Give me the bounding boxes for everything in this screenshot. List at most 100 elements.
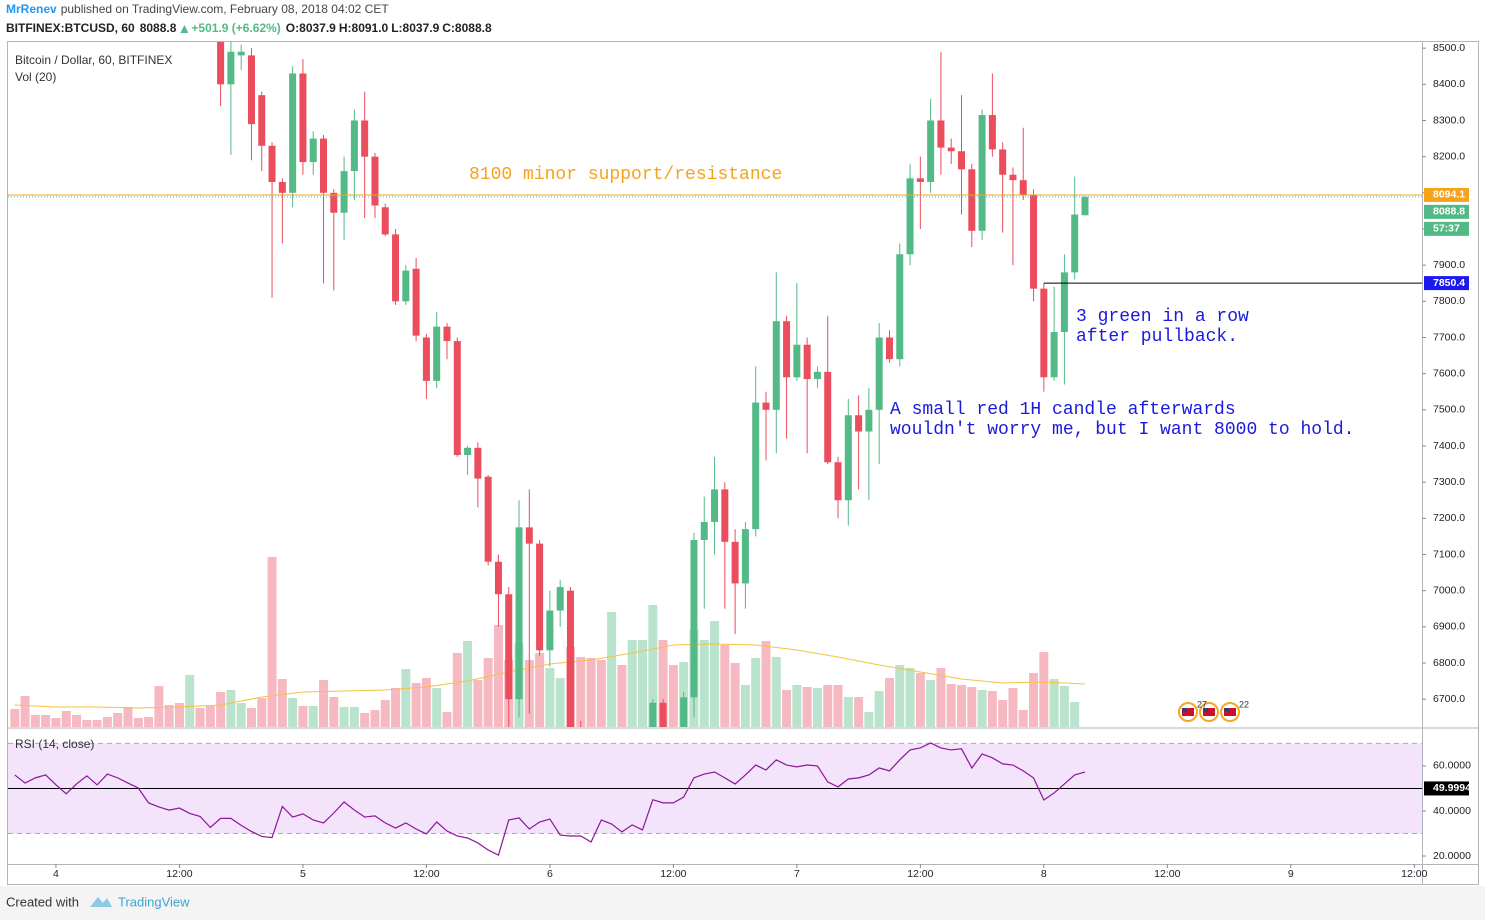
volume-bar xyxy=(1070,702,1080,727)
volume-bar xyxy=(823,685,833,727)
candle-body xyxy=(1050,332,1058,378)
volume-bar xyxy=(720,645,730,727)
candle-body xyxy=(546,610,554,651)
candle-body xyxy=(453,341,461,456)
volume-bar xyxy=(113,713,123,727)
candle-body xyxy=(350,120,358,172)
volume-bar xyxy=(339,707,349,727)
volume-bar xyxy=(246,708,256,727)
volume-bar xyxy=(72,715,82,727)
x-tick-label: 12:00 xyxy=(907,868,933,880)
candle-body xyxy=(474,447,482,479)
volume-bar xyxy=(102,717,112,727)
y-tick-label: 8300.0 xyxy=(1433,114,1465,126)
candle-body xyxy=(885,337,893,360)
candle-body xyxy=(700,521,708,541)
candle-body xyxy=(1009,174,1017,181)
volume-bar xyxy=(349,707,359,727)
price-tag-bg xyxy=(1424,187,1469,202)
candle-body xyxy=(947,147,955,152)
chart-frame xyxy=(7,41,1479,885)
volume-bar xyxy=(761,641,771,727)
volume-bar xyxy=(854,697,864,727)
candle-body xyxy=(268,145,276,182)
volume-bar xyxy=(915,673,925,727)
volume-bar xyxy=(936,668,946,727)
volume-bar xyxy=(1018,710,1028,727)
candle-body xyxy=(464,447,472,456)
y-tick-label: 7900.0 xyxy=(1433,259,1465,271)
candle-body xyxy=(927,120,935,182)
volume-bar xyxy=(638,640,648,727)
candle-body xyxy=(906,178,914,255)
volume-bar xyxy=(30,715,40,727)
volume-bar xyxy=(905,668,915,727)
volume-bar xyxy=(668,665,678,727)
volume-bar xyxy=(205,706,215,727)
ohlc-label: O: xyxy=(286,21,299,35)
series-title: Bitcoin / Dollar, 60, BITFINEX xyxy=(15,53,172,67)
rsi-level-tag-bg xyxy=(1424,781,1469,796)
volume-bar xyxy=(133,718,143,727)
candle-body xyxy=(896,254,904,360)
volume-bar xyxy=(442,712,452,727)
candle-body xyxy=(505,594,513,700)
volume-bar xyxy=(792,685,802,727)
y-tick-label: 7300.0 xyxy=(1433,476,1465,488)
candle-body xyxy=(690,540,698,698)
price: 8088.8 xyxy=(140,21,177,35)
event-count: 27 xyxy=(1197,699,1207,709)
candle-body xyxy=(422,337,430,381)
candle-body xyxy=(525,527,533,544)
rsi-tick-label: 60.0000 xyxy=(1433,760,1471,772)
candle-body xyxy=(752,402,760,530)
flag xyxy=(1203,708,1208,712)
logo xyxy=(90,897,112,907)
volume-bar xyxy=(977,690,987,727)
footer-created: Created with xyxy=(6,894,79,909)
x-tick-label: 12:00 xyxy=(660,868,686,880)
candle-body xyxy=(443,326,451,342)
candle-body xyxy=(217,42,225,85)
volume-bar xyxy=(164,705,174,727)
y-tick-label: 6700.0 xyxy=(1433,693,1465,705)
overlay: MrRenev published on TradingView.com, Feb… xyxy=(6,2,1471,880)
volume-bar xyxy=(607,612,617,727)
candle-body xyxy=(1030,194,1038,289)
y-tick-label: 7800.0 xyxy=(1433,295,1465,307)
candle-body xyxy=(659,702,667,727)
event-icons: 27 22 xyxy=(1178,699,1249,722)
volume-bar xyxy=(308,706,318,727)
volume-bar xyxy=(154,686,164,727)
price-tag: 8094.1 xyxy=(1433,189,1465,201)
volume-bar xyxy=(144,717,154,727)
volume-bar xyxy=(987,691,997,727)
candle-body xyxy=(536,543,544,651)
footer-brand: TradingView xyxy=(118,894,190,909)
volume-bar xyxy=(967,687,977,727)
volume-bar xyxy=(51,718,61,727)
y-tick-label: 7600.0 xyxy=(1433,367,1465,379)
y-tick-label: 7000.0 xyxy=(1433,584,1465,596)
y-tick-label: 6900.0 xyxy=(1433,621,1465,633)
volume-bar xyxy=(730,663,740,727)
ohlc-value: 8088.8 xyxy=(455,21,492,35)
ohlc-value: 8037.9 xyxy=(403,21,440,35)
volume-bar xyxy=(391,688,401,727)
candle-body xyxy=(278,181,286,193)
volume-bar xyxy=(586,658,596,727)
candle-body xyxy=(1060,272,1068,333)
candle-body xyxy=(320,138,328,193)
volume-bar xyxy=(884,678,894,727)
x-tick-label: 12:00 xyxy=(413,868,439,880)
candle-body xyxy=(721,489,729,542)
candle-body xyxy=(227,51,235,85)
volume-bar xyxy=(41,715,51,727)
candle-body xyxy=(340,171,348,213)
volume-bar xyxy=(751,658,761,727)
volume-bar xyxy=(216,692,226,727)
volume-bar xyxy=(452,653,462,727)
volume-bar xyxy=(596,660,606,727)
candle-body xyxy=(361,120,369,157)
volume-bar xyxy=(493,625,503,727)
